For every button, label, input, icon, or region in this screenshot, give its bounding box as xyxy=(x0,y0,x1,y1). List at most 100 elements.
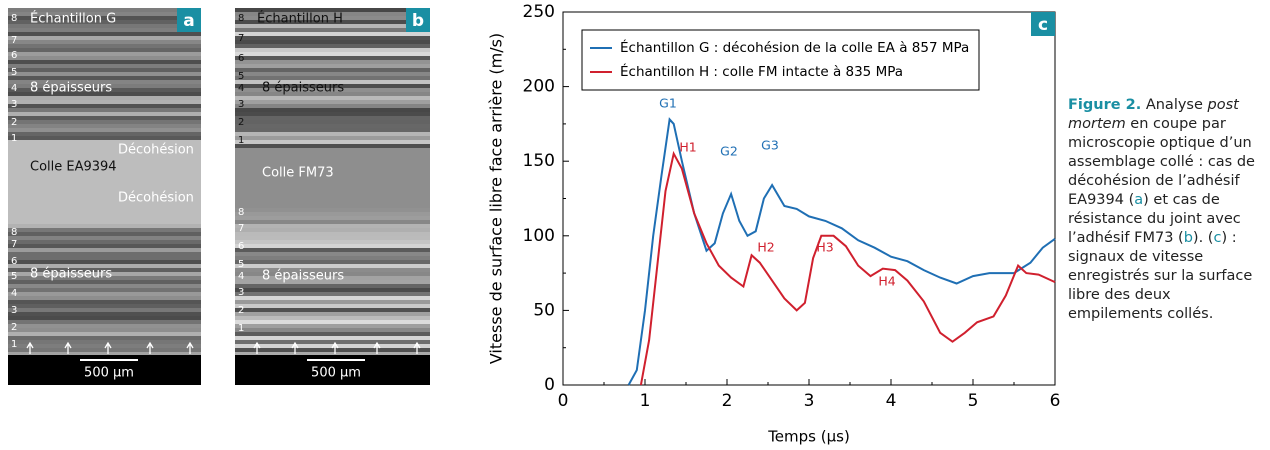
layer-number: 2 xyxy=(238,305,244,316)
layer-band xyxy=(235,92,430,96)
peak-label: H4 xyxy=(878,274,895,289)
peak-label: G2 xyxy=(720,144,738,159)
peak-label: H3 xyxy=(816,240,833,255)
layer-band xyxy=(8,24,201,28)
layer-band xyxy=(235,20,430,24)
layer-band xyxy=(8,128,201,132)
layer-band xyxy=(8,212,201,216)
layer-band xyxy=(235,152,430,156)
layer-band xyxy=(235,148,430,152)
layer-number: 6 xyxy=(11,50,17,61)
arrow xyxy=(26,341,34,354)
layer-band xyxy=(8,288,201,292)
panel-letter: b xyxy=(412,11,424,31)
layer-band xyxy=(8,84,201,88)
layer-band xyxy=(8,160,201,164)
layer-band xyxy=(235,64,430,68)
layer-band xyxy=(235,208,430,212)
layer-number: 6 xyxy=(11,256,17,267)
layer-number: 8 xyxy=(11,13,17,24)
panel-text: 8 épaisseurs xyxy=(262,269,344,284)
layer-band xyxy=(8,240,201,244)
layer-band xyxy=(235,36,430,40)
layer-band xyxy=(235,220,430,224)
layer-number: 8 xyxy=(238,13,244,24)
layer-band xyxy=(8,164,201,168)
layer-band xyxy=(8,336,201,340)
layer-band xyxy=(8,312,201,316)
layer-number: 4 xyxy=(238,271,244,282)
layer-band xyxy=(8,220,201,224)
layer-band xyxy=(8,308,201,312)
layer-band xyxy=(8,232,201,236)
layer-band xyxy=(235,200,430,204)
layer-band xyxy=(8,28,201,32)
caption-text: ). ( xyxy=(1192,230,1214,246)
layer-band xyxy=(8,332,201,336)
caption-text: ) : signaux de vitesse enregistrés sur l… xyxy=(1068,230,1253,322)
layer-band xyxy=(235,244,430,248)
layer-band xyxy=(235,172,430,176)
layer-band xyxy=(235,16,430,20)
layer-band xyxy=(8,40,201,44)
y-tick-label: 0 xyxy=(544,375,555,395)
layer-band xyxy=(235,32,430,36)
layer-band xyxy=(8,352,201,356)
layer-number: 7 xyxy=(238,33,244,44)
caption: Figure 2. Analyse post mortem en coupe p… xyxy=(1068,96,1264,324)
layer-band xyxy=(235,204,430,208)
x-tick-label: 0 xyxy=(558,391,569,411)
layer-band xyxy=(8,60,201,64)
panel-letter-bg xyxy=(177,8,201,32)
layer-band xyxy=(8,92,201,96)
layer-band xyxy=(235,284,430,288)
layer-band xyxy=(8,124,201,128)
layer-band xyxy=(8,148,201,152)
layer-band xyxy=(235,276,430,280)
layer-number: 5 xyxy=(238,71,244,82)
layer-number: 2 xyxy=(11,117,17,128)
layer-band xyxy=(235,292,430,296)
layer-band xyxy=(8,184,201,188)
caption-text: Analyse xyxy=(1141,97,1208,113)
legend-box xyxy=(581,29,980,91)
layer-number: 7 xyxy=(11,35,17,46)
layer-band xyxy=(235,304,430,308)
y-tick-label: 150 xyxy=(523,151,555,171)
layer-band xyxy=(235,264,430,268)
layer-band xyxy=(8,104,201,108)
layer-band xyxy=(235,112,430,116)
y-tick-label: 200 xyxy=(523,77,555,97)
layer-band xyxy=(235,224,430,228)
layer-band xyxy=(235,232,430,236)
layer-band xyxy=(235,100,430,104)
panel-text: Colle FM73 xyxy=(262,166,334,181)
layer-band xyxy=(8,96,201,100)
layer-number: 6 xyxy=(238,53,244,64)
layer-band xyxy=(8,8,201,12)
layer-band xyxy=(235,268,430,272)
x-tick-label: 1 xyxy=(640,391,651,411)
layer-band xyxy=(8,216,201,220)
layer-band xyxy=(235,72,430,76)
caption-text: b xyxy=(1183,230,1193,246)
layer-band xyxy=(235,96,430,100)
layer-band xyxy=(8,80,201,84)
layer-band xyxy=(8,192,201,196)
layer-band xyxy=(235,336,430,340)
caption-text: c xyxy=(1213,230,1222,246)
layer-band xyxy=(8,12,201,16)
layer-band xyxy=(8,284,201,288)
layer-band xyxy=(235,188,430,192)
sample-label: Échantillon G xyxy=(30,11,116,27)
layer-band xyxy=(235,324,430,328)
layer-number: 3 xyxy=(238,99,244,110)
layer-band xyxy=(8,132,201,136)
caption-label: Figure 2. xyxy=(1068,97,1142,113)
layer-band xyxy=(8,20,201,24)
layer-number: 1 xyxy=(11,133,17,144)
layer-band xyxy=(235,320,430,324)
layer-band xyxy=(8,68,201,72)
x-tick-label: 4 xyxy=(886,391,897,411)
